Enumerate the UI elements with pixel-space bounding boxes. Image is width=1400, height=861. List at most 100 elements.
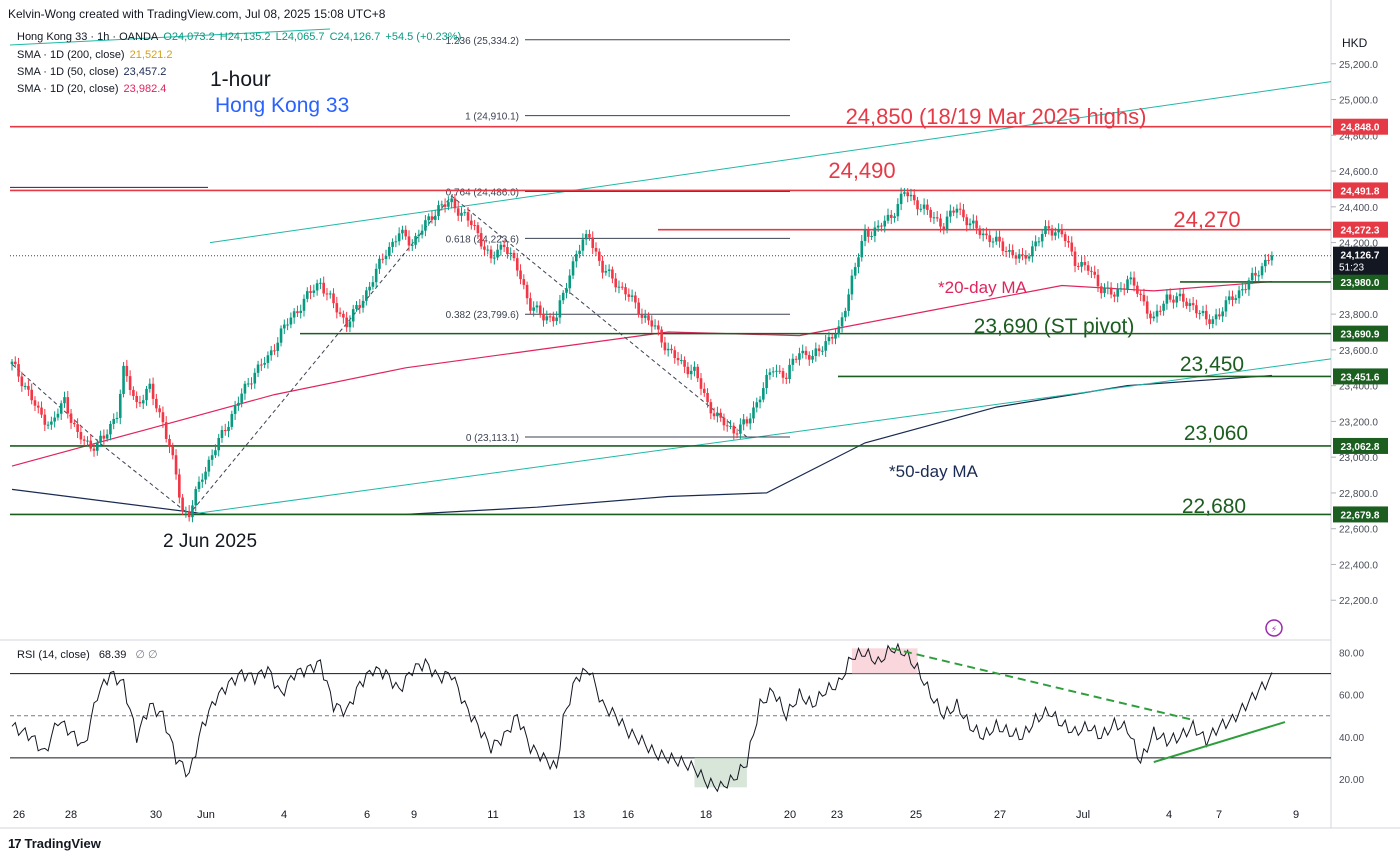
candle-body [873, 227, 877, 236]
candle-body [824, 341, 827, 351]
candle-body [529, 298, 532, 311]
candle-body [755, 402, 759, 408]
candle-body [1254, 272, 1257, 276]
candle-body [345, 317, 348, 328]
instrument-annotation: Hong Kong 33 [215, 94, 349, 117]
candle-body [476, 225, 480, 234]
candle-body [906, 192, 909, 197]
time-tick-label: 28 [65, 809, 77, 821]
candle-body [1034, 241, 1037, 247]
candle-body [693, 366, 696, 371]
candle-body [338, 312, 342, 314]
rsi-legend[interactable]: RSI (14, close) 68.39 ∅ ∅ [17, 648, 158, 661]
candle-body [486, 249, 490, 251]
candle-body [1083, 262, 1087, 266]
candle-body [233, 405, 237, 414]
candle-body [414, 236, 417, 245]
candle-body [945, 216, 949, 230]
candle-body [46, 424, 50, 426]
candle-body [1172, 299, 1175, 303]
candle-body [729, 425, 732, 427]
candle-body [463, 212, 467, 214]
candle-body [725, 425, 729, 427]
candle-body [368, 286, 371, 291]
candle-body [351, 309, 355, 322]
price-tag-label: 24,848.0 [1341, 123, 1380, 134]
candle-body [614, 278, 617, 288]
sma20-value: 23,982.4 [123, 83, 167, 95]
price-tick-label: 24,200.0 [1339, 239, 1378, 250]
currency-label[interactable]: HKD [1342, 36, 1368, 50]
candle-body [20, 376, 24, 387]
sma20-line [11, 281, 1272, 467]
candle-body [73, 422, 76, 425]
candle-body [1011, 250, 1014, 256]
sma200-label: SMA · 1D (200, close) [17, 49, 125, 61]
rsi-tick-label: 60.00 [1339, 691, 1364, 702]
candle-body [745, 419, 749, 424]
candle-body [696, 366, 700, 379]
candle-body [748, 418, 752, 424]
candle-body [496, 249, 499, 258]
ohlc-open: O24,073.2 [163, 31, 215, 43]
candle-body [401, 229, 404, 234]
tradingview-logo[interactable]: 17 TradingView [8, 836, 101, 851]
candle-body [1234, 298, 1238, 300]
candle-body [1113, 294, 1116, 297]
candle-body [837, 326, 841, 334]
candle-body [1270, 255, 1274, 261]
candle-body [568, 275, 572, 289]
candle-body [1073, 251, 1077, 266]
candle-body [1247, 280, 1251, 290]
candle-body [893, 216, 896, 218]
candle-body [404, 229, 408, 237]
candle-body [926, 204, 929, 210]
candle-body [1050, 228, 1054, 236]
candle-body [69, 413, 73, 423]
candle-body [1204, 310, 1208, 320]
rsi-tick-label: 40.00 [1339, 733, 1364, 744]
symbol-legend[interactable]: Hong Kong 33 · 1h · OANDA O24,073.2 H24,… [17, 31, 463, 43]
candle-body [246, 383, 250, 385]
candle-body [168, 438, 171, 447]
price-tag-box [1333, 325, 1388, 342]
sma200-legend[interactable]: SMA · 1D (200, close) 21,521.2 [17, 49, 174, 61]
candle-body [256, 364, 260, 373]
candle-body [102, 435, 106, 439]
candle-body [145, 388, 148, 401]
timeframe-annotation: 1-hour [210, 68, 271, 91]
candle-body [607, 269, 611, 271]
price-tag-label: 23,062.8 [1341, 442, 1380, 453]
time-tick-label: 30 [150, 809, 162, 821]
candle-body [903, 192, 906, 194]
time-tick-label: 13 [573, 809, 585, 821]
candle-body [611, 269, 614, 279]
candle-body [794, 358, 798, 360]
candle-body [483, 246, 486, 250]
candle-body [814, 348, 818, 357]
candle-body [109, 423, 112, 435]
candle-body [335, 303, 339, 313]
candle-body [778, 370, 782, 372]
fib-level-label: 0.764 (24,486.0) [446, 187, 519, 198]
low-date-annotation: 2 Jun 2025 [163, 531, 257, 552]
candle-body [92, 448, 96, 451]
candle-body [82, 439, 86, 441]
candle-body [827, 337, 831, 342]
candle-body [719, 412, 722, 418]
candle-body [886, 214, 890, 221]
candle-body [99, 435, 102, 443]
sma50-legend[interactable]: SMA · 1D (50, close) 23,457.2 [17, 66, 168, 78]
sma20-label: SMA · 1D (20, close) [17, 83, 119, 95]
price-tag-label: 24,272.3 [1341, 226, 1380, 237]
sma20-legend[interactable]: SMA · 1D (20, close) 23,982.4 [17, 83, 168, 95]
candle-body [916, 200, 919, 210]
candle-body [279, 328, 283, 343]
candle-body [1119, 288, 1123, 290]
candle-body [775, 370, 778, 372]
candle-body [735, 433, 739, 435]
candle-body [240, 393, 243, 403]
alert-bolt-icon: ⚡ [1271, 625, 1277, 635]
candle-body [650, 320, 654, 327]
